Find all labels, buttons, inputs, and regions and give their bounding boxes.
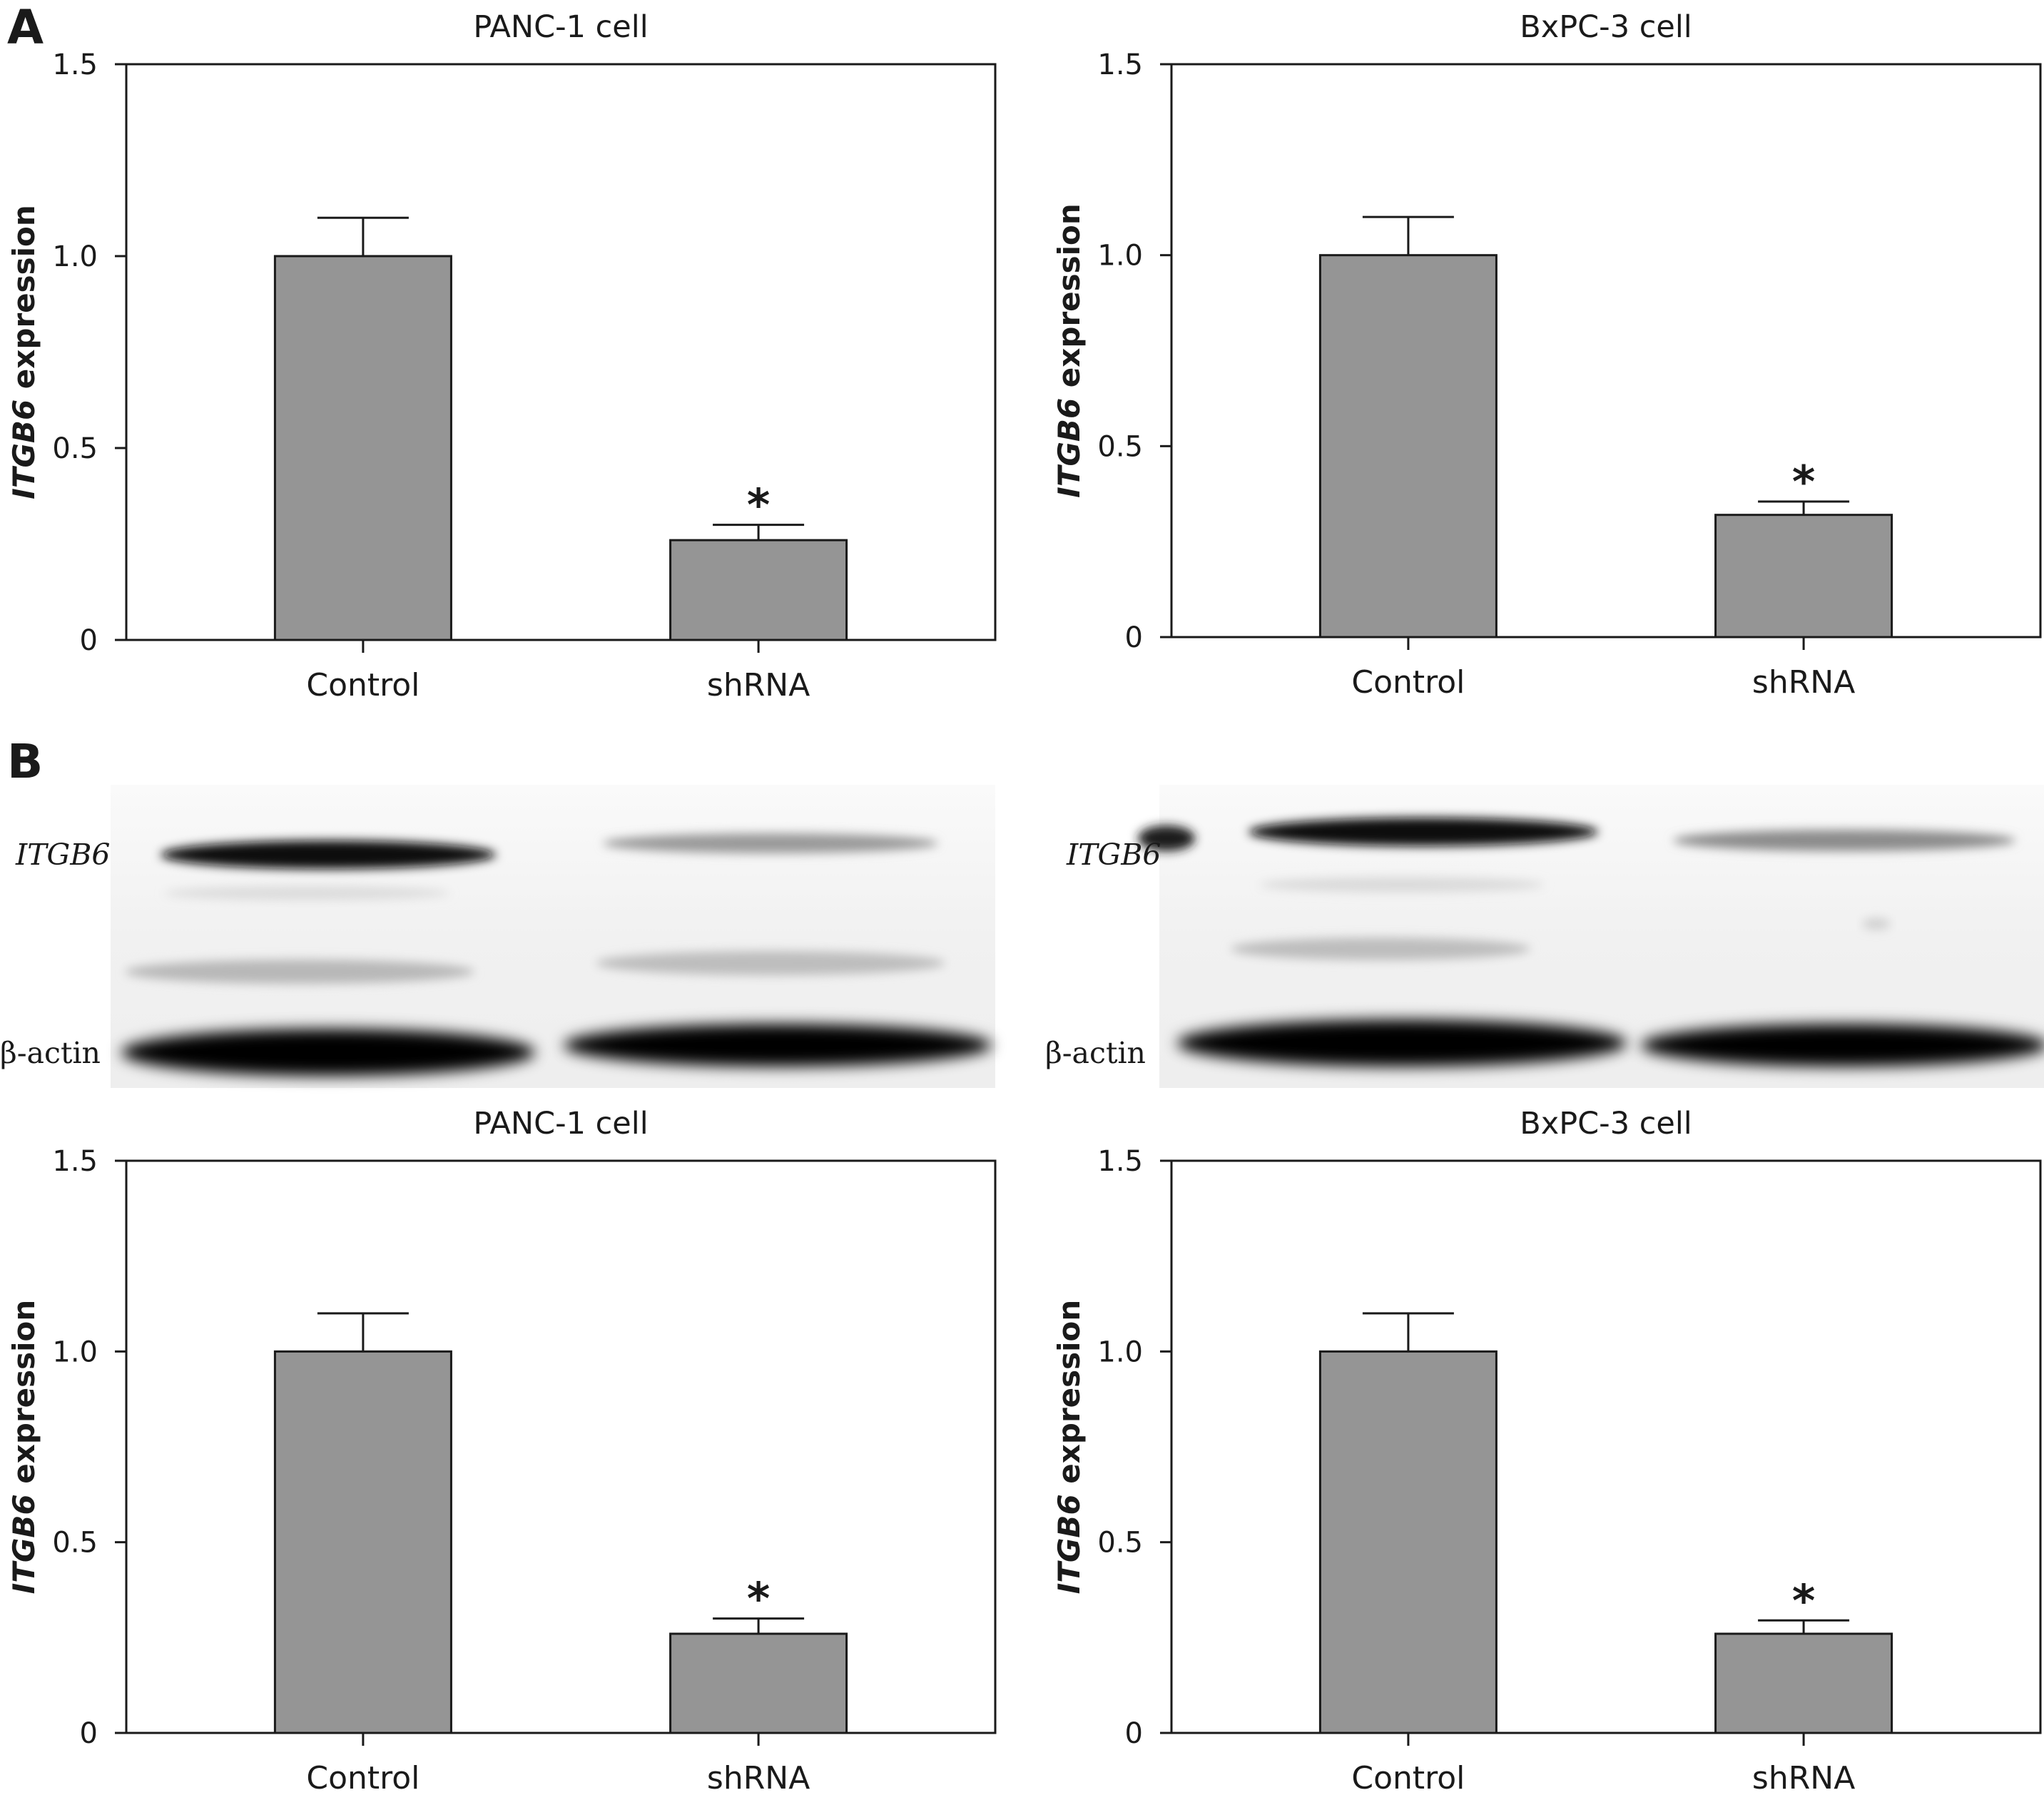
y-axis-label-gene: ITGB6 (6, 400, 41, 499)
significance-marker: * (747, 479, 770, 532)
western-blot-panc1: ITGB6 β-actin (0, 785, 995, 1088)
y-tick-label: 1.0 (52, 240, 98, 273)
bar-chart-bxpc3-b: BxPC-3 cell 0 0.5 1.0 1.5 ITGB6 expression Con… (1052, 1106, 2042, 1795)
significance-marker: * (1792, 456, 1815, 508)
x-tick-label: Control (306, 1760, 420, 1795)
y-axis-label-text: expression (6, 1300, 41, 1495)
y-axis-label: ITGB6 expression (1052, 1300, 1087, 1595)
y-axis-label-text: expression (1052, 203, 1087, 398)
panel-letter-b: B (7, 734, 44, 789)
y-axis-label-gene: ITGB6 (6, 1494, 41, 1594)
bar-control (273, 1350, 452, 1734)
x-tick-label: shRNA (1752, 1760, 1855, 1795)
bar-chart-bxpc3-a: BxPC-3 cell 0 0.5 1.0 1.5 ITGB6 expression Con… (1052, 9, 2042, 701)
bar-control (1318, 1350, 1498, 1734)
y-tick-label: 1.5 (52, 1145, 98, 1178)
western-blot-bxpc3: ITGB6 β-actin (1045, 785, 2044, 1088)
y-tick-label: 0.5 (1097, 1527, 1143, 1560)
band-label-itgb6: ITGB6 (1066, 838, 1161, 872)
bar-shrna (669, 539, 848, 641)
bar-shrna (1714, 514, 1893, 639)
panel-letter-a: A (7, 0, 44, 55)
y-tick-label: 1.5 (52, 49, 98, 81)
y-tick-label: 0 (1125, 1717, 1143, 1750)
y-tick-label: 1.0 (52, 1336, 98, 1368)
plot-frame (1170, 63, 2042, 639)
y-axis-label: ITGB6 expression (6, 205, 41, 499)
x-tick-label: Control (1351, 664, 1465, 701)
y-tick-label: 1.0 (1097, 240, 1143, 273)
y-tick-label: 1.5 (1097, 1145, 1143, 1178)
bar-shrna (1714, 1632, 1893, 1734)
significance-marker: * (747, 1573, 770, 1625)
y-tick-label: 0 (80, 624, 98, 657)
chart-title: PANC-1 cell (473, 1106, 648, 1141)
bar-shrna (669, 1632, 848, 1734)
plot-frame (125, 1159, 997, 1734)
x-tick-label: shRNA (707, 667, 810, 703)
x-tick-label: Control (306, 667, 420, 703)
bar-chart-panc1-a: PANC-1 cell 0 0.5 1.0 1.5 ITGB6 expression Con… (6, 9, 997, 703)
y-axis-label-gene: ITGB6 (1052, 1494, 1087, 1594)
band-label-itgb6: ITGB6 (15, 838, 111, 872)
y-tick-label: 0 (80, 1717, 98, 1750)
plot-frame (1170, 1159, 2042, 1734)
y-axis-label-gene: ITGB6 (1052, 398, 1087, 498)
y-axis-label: ITGB6 expression (6, 1300, 41, 1595)
y-tick-label: 0.5 (52, 1527, 98, 1560)
y-axis-label-text: expression (6, 205, 41, 400)
band-label-beta-actin: β-actin (1045, 1036, 1146, 1070)
y-tick-label: 1.0 (1097, 1336, 1143, 1368)
bar-control (273, 255, 452, 641)
band-label-beta-actin: β-actin (0, 1036, 101, 1070)
plot-frame (125, 63, 997, 641)
y-axis-label: ITGB6 expression (1052, 203, 1087, 498)
y-tick-label: 0.5 (1097, 430, 1143, 463)
chart-title: BxPC-3 cell (1520, 9, 1692, 45)
chart-title: BxPC-3 cell (1520, 1106, 1692, 1141)
x-tick-label: shRNA (707, 1760, 810, 1795)
y-axis-label-text: expression (1052, 1300, 1087, 1495)
bar-chart-panc1-b: PANC-1 cell 0 0.5 1.0 1.5 ITGB6 expression Con… (6, 1106, 997, 1795)
significance-marker: * (1792, 1575, 1815, 1627)
x-tick-label: shRNA (1752, 664, 1855, 701)
y-tick-label: 1.5 (1097, 49, 1143, 81)
y-tick-label: 0.5 (52, 432, 98, 465)
bar-control (1318, 254, 1498, 639)
chart-title: PANC-1 cell (473, 9, 648, 45)
y-tick-label: 0 (1125, 621, 1143, 654)
x-tick-label: Control (1351, 1760, 1465, 1795)
